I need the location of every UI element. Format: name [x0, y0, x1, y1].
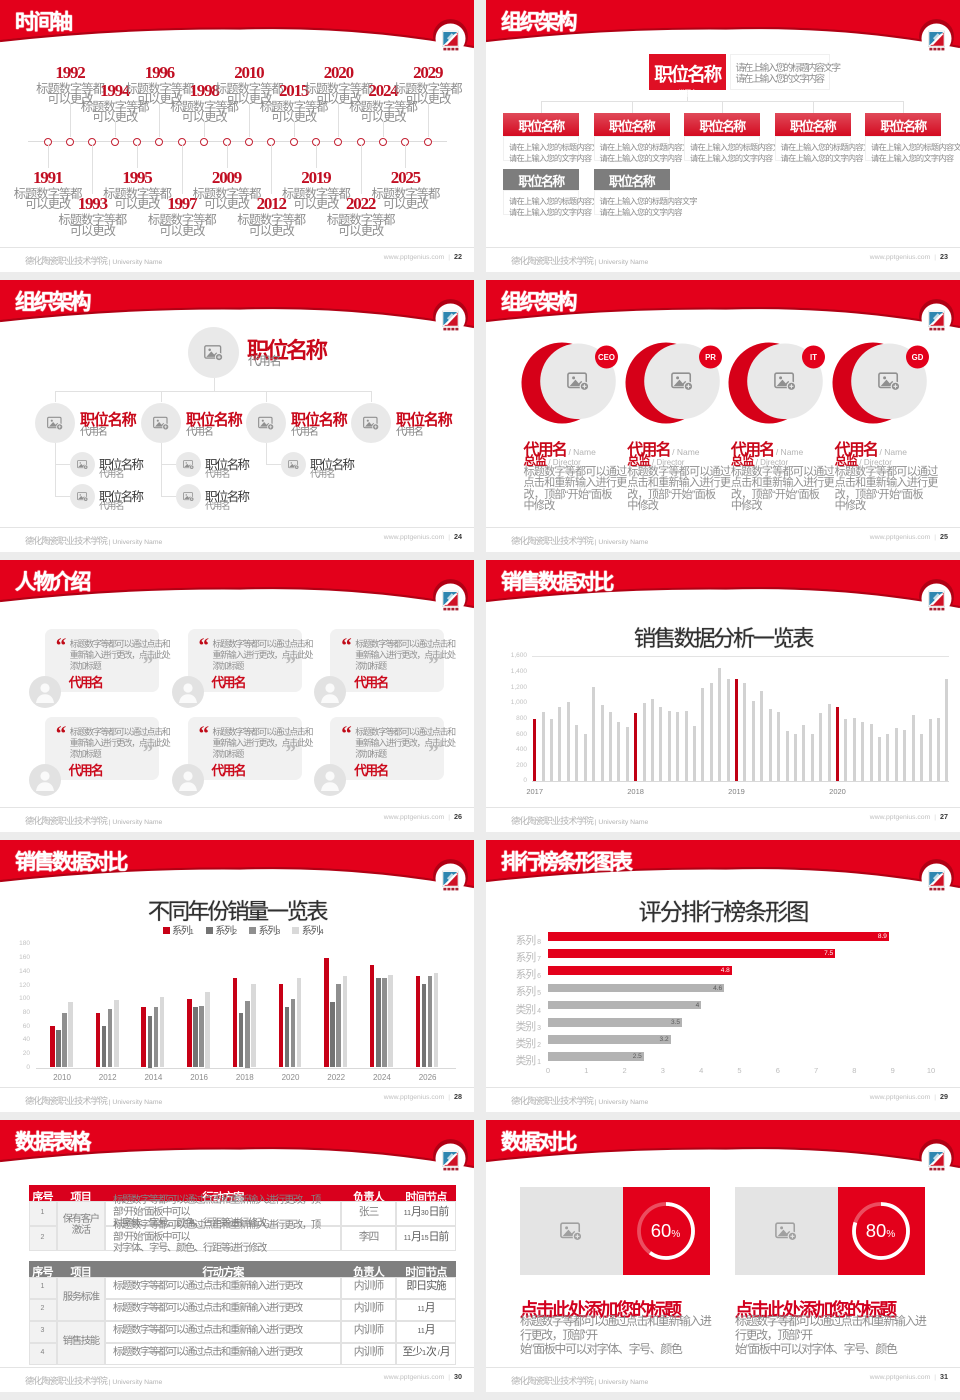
svg-text:CEO: CEO	[598, 353, 615, 362]
svg-text:GD: GD	[912, 353, 924, 362]
svg-text:IT: IT	[810, 353, 817, 362]
svg-text:PR: PR	[705, 353, 716, 362]
